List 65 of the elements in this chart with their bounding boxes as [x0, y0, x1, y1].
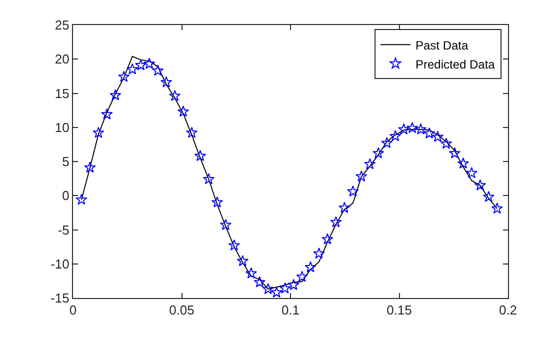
point	[186, 126, 198, 138]
x-tick-label: 0.2	[498, 302, 518, 318]
point	[254, 276, 266, 288]
point	[194, 150, 206, 162]
point	[202, 173, 215, 184]
point	[288, 278, 300, 290]
point	[390, 130, 402, 142]
point	[457, 157, 470, 169]
x-tick-label: 0.1	[281, 302, 300, 318]
point	[347, 185, 359, 197]
point	[220, 218, 232, 230]
point	[228, 239, 240, 250]
point	[144, 58, 156, 69]
point	[126, 63, 138, 74]
point	[152, 64, 164, 76]
y-tick-label: 0	[62, 188, 70, 204]
point	[110, 89, 122, 100]
y-tick-label: -10	[50, 256, 70, 272]
point	[448, 147, 461, 158]
y-tick-label: 20	[54, 52, 70, 67]
y-tick-label: -5	[58, 222, 70, 238]
point	[338, 202, 350, 213]
y-tick-label: -15	[50, 290, 70, 306]
legend-label: Past Data	[415, 38, 468, 52]
point	[245, 267, 257, 278]
point	[406, 122, 418, 134]
y-tick-label: 10	[54, 120, 70, 135]
point	[304, 261, 316, 272]
point	[262, 283, 274, 294]
y-tick-label: 15	[54, 86, 70, 101]
point	[76, 194, 88, 205]
point	[279, 282, 291, 294]
point	[398, 123, 410, 134]
point	[432, 130, 444, 142]
point	[84, 162, 96, 173]
point	[168, 90, 181, 102]
y-tick-label: 5	[62, 154, 70, 170]
point	[92, 126, 104, 138]
y-tick-label: 25	[54, 18, 70, 33]
point	[135, 59, 147, 70]
point	[381, 136, 393, 148]
point	[474, 179, 486, 190]
point	[414, 123, 427, 134]
point	[270, 286, 282, 298]
point	[330, 216, 342, 228]
point	[236, 255, 248, 266]
point	[211, 196, 224, 208]
point	[482, 190, 494, 202]
point	[356, 170, 368, 182]
point	[101, 108, 113, 120]
point	[364, 158, 376, 170]
x-tick-label: 0.05	[169, 302, 194, 318]
point	[118, 70, 130, 82]
point	[322, 233, 334, 244]
point	[423, 127, 436, 139]
legend-label: Predicted Data	[415, 57, 496, 72]
point	[313, 248, 325, 259]
point	[440, 138, 452, 149]
point	[160, 76, 172, 88]
point	[466, 167, 478, 178]
point	[491, 202, 503, 214]
point	[177, 106, 190, 117]
x-tick-label: 0.15	[386, 302, 412, 318]
point	[372, 147, 384, 158]
point	[296, 270, 308, 282]
